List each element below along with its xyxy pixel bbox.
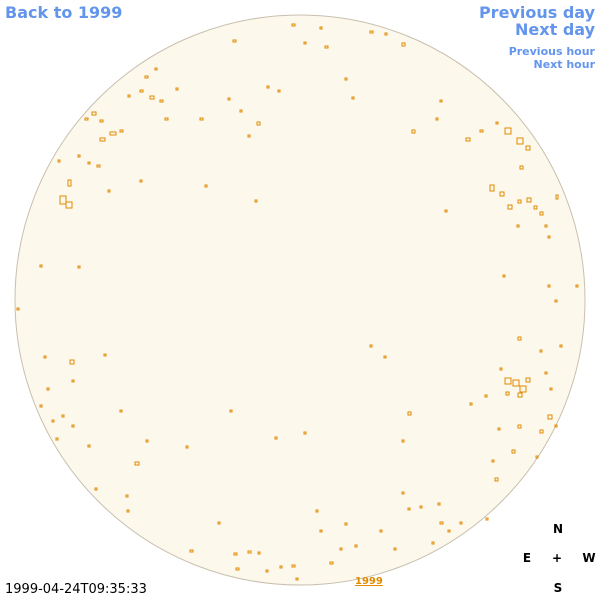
active-regions xyxy=(16,23,579,581)
compass-center: + xyxy=(551,551,563,565)
compass-north: N xyxy=(552,522,564,536)
compass-south: S xyxy=(553,581,563,595)
solar-disk xyxy=(14,14,586,586)
previous-day-link[interactable]: Previous day xyxy=(478,3,595,22)
next-day-link[interactable]: Next day xyxy=(515,20,595,39)
compass-east: E xyxy=(522,551,532,565)
compass-west: W xyxy=(582,551,596,565)
next-hour-link[interactable]: Next hour xyxy=(533,58,596,71)
back-link[interactable]: Back to 1999 xyxy=(5,3,123,22)
timestamp: 1999-04-24T09:35:33 xyxy=(5,582,147,597)
previous-hour-link[interactable]: Previous hour xyxy=(508,45,595,58)
year-link[interactable]: 1999 xyxy=(355,576,383,587)
